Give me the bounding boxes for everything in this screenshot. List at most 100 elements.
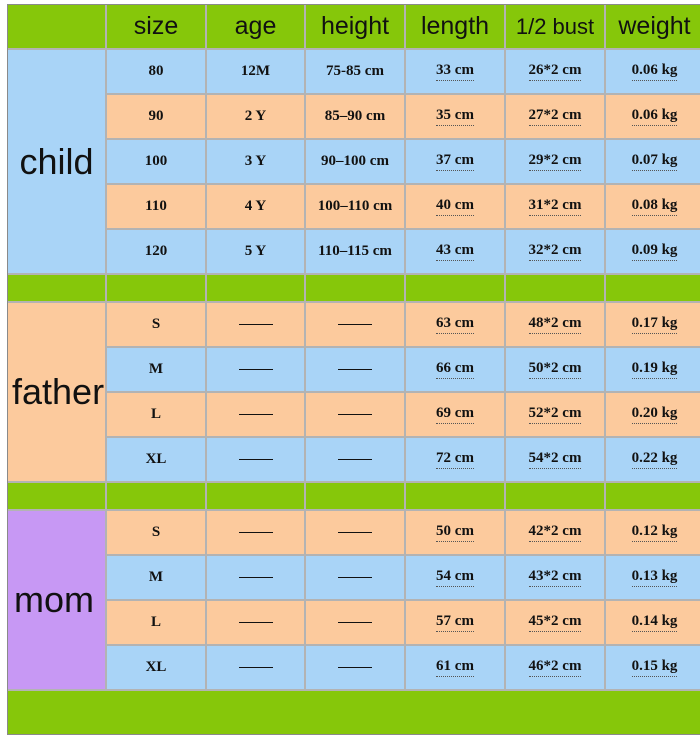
dash-mark xyxy=(238,667,273,668)
cell-weight: 0.20 kg xyxy=(631,405,678,424)
table-cell: 110–115 cm xyxy=(306,230,404,273)
cell-size: L xyxy=(150,406,161,422)
cell-size: XL xyxy=(145,451,167,467)
dash-mark xyxy=(338,369,372,370)
table-cell: 100 xyxy=(107,140,205,183)
table-cell: S xyxy=(107,511,205,554)
table-cell: 90 xyxy=(107,95,205,138)
table-cell: 3 Y xyxy=(207,140,304,183)
table-cell: 37 cm xyxy=(406,140,504,183)
dash-mark xyxy=(338,532,372,533)
cell-bust: 50*2 cm xyxy=(528,360,582,379)
table-cell: 0.12 kg xyxy=(606,511,700,554)
table-cell: 46*2 cm xyxy=(506,646,604,689)
dash-mark xyxy=(338,622,372,623)
cell-weight: 0.13 kg xyxy=(631,568,678,587)
table-cell: 0.22 kg xyxy=(606,438,700,481)
separator-cell xyxy=(107,275,205,301)
dash-mark xyxy=(238,577,273,578)
table-cell: 40 cm xyxy=(406,185,504,228)
cell-age: 4 Y xyxy=(244,198,267,214)
table-cell: M xyxy=(107,348,205,391)
table-cell xyxy=(306,393,404,436)
table-cell xyxy=(207,393,304,436)
table-cell: 50*2 cm xyxy=(506,348,604,391)
separator-cell xyxy=(506,483,604,509)
cell-weight: 0.14 kg xyxy=(631,613,678,632)
cell-size: M xyxy=(148,361,164,377)
table-cell: 4 Y xyxy=(207,185,304,228)
dash-mark xyxy=(338,414,372,415)
separator-cell xyxy=(506,275,604,301)
table-cell xyxy=(306,348,404,391)
cell-age: 12M xyxy=(240,63,271,79)
table-cell: XL xyxy=(107,646,205,689)
cell-size: 90 xyxy=(148,108,164,124)
table-cell xyxy=(306,511,404,554)
cell-length: 66 cm xyxy=(436,360,474,379)
table-cell: 48*2 cm xyxy=(506,303,604,346)
dash-mark xyxy=(338,324,372,325)
table-cell: 31*2 cm xyxy=(506,185,604,228)
dash-mark xyxy=(238,459,273,460)
separator-cell xyxy=(306,275,404,301)
dash-mark xyxy=(238,622,273,623)
table-cell xyxy=(207,348,304,391)
dash-mark xyxy=(238,369,273,370)
cell-length: 54 cm xyxy=(436,568,474,587)
table-cell: 33 cm xyxy=(406,50,504,93)
table-cell: 12M xyxy=(207,50,304,93)
separator-cell xyxy=(207,483,304,509)
table-cell: L xyxy=(107,393,205,436)
table-cell: 61 cm xyxy=(406,646,504,689)
table-cell: L xyxy=(107,601,205,644)
cell-weight: 0.06 kg xyxy=(631,62,678,81)
header-size: size xyxy=(107,5,205,48)
table-cell: 29*2 cm xyxy=(506,140,604,183)
cell-weight: 0.07 kg xyxy=(631,152,678,171)
table-cell: XL xyxy=(107,438,205,481)
separator-cell xyxy=(107,483,205,509)
header-half-bust: 1/2 bust xyxy=(506,5,604,48)
cell-bust: 45*2 cm xyxy=(528,613,582,632)
table-cell xyxy=(306,556,404,599)
cell-size: S xyxy=(151,524,161,540)
cell-size: L xyxy=(150,614,161,630)
cell-bust: 54*2 cm xyxy=(528,450,582,469)
cell-length: 40 cm xyxy=(436,197,474,216)
cell-length: 63 cm xyxy=(436,315,474,334)
cell-length: 72 cm xyxy=(436,450,474,469)
table-cell: 43*2 cm xyxy=(506,556,604,599)
table-cell: 32*2 cm xyxy=(506,230,604,273)
cell-size: XL xyxy=(145,659,167,675)
separator-cell xyxy=(406,483,504,509)
separator-cell xyxy=(606,275,700,301)
cell-weight: 0.12 kg xyxy=(631,523,678,542)
cell-bust: 27*2 cm xyxy=(528,107,582,126)
cell-bust: 52*2 cm xyxy=(528,405,582,424)
cell-bust: 46*2 cm xyxy=(528,658,582,677)
table-cell: 0.20 kg xyxy=(606,393,700,436)
table-cell: 0.19 kg xyxy=(606,348,700,391)
table-cell: M xyxy=(107,556,205,599)
cell-size: 120 xyxy=(144,243,168,259)
table-cell: 54*2 cm xyxy=(506,438,604,481)
table-cell: 110 xyxy=(107,185,205,228)
table-cell: 42*2 cm xyxy=(506,511,604,554)
cell-length: 43 cm xyxy=(436,242,474,261)
header-weight: weight xyxy=(606,5,700,48)
table-cell: 63 cm xyxy=(406,303,504,346)
cell-weight: 0.06 kg xyxy=(631,107,678,126)
cell-height: 100–110 cm xyxy=(317,198,393,214)
table-cell xyxy=(207,303,304,346)
table-cell xyxy=(207,511,304,554)
table-cell: 50 cm xyxy=(406,511,504,554)
separator-cell xyxy=(207,275,304,301)
cell-age: 3 Y xyxy=(244,153,267,169)
table-cell xyxy=(207,556,304,599)
cell-bust: 42*2 cm xyxy=(528,523,582,542)
cell-size: S xyxy=(151,316,161,332)
table-cell: 0.06 kg xyxy=(606,50,700,93)
cell-size: M xyxy=(148,569,164,585)
cell-weight: 0.17 kg xyxy=(631,315,678,334)
